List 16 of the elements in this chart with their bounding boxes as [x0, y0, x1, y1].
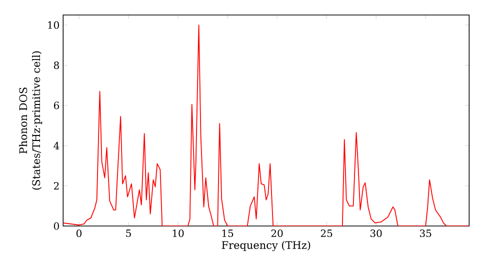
y-tick-label: 8 — [54, 61, 59, 70]
x-tick-label: 0 — [76, 230, 82, 238]
x-tick-label: 10 — [172, 230, 184, 238]
x-tick-label: 25 — [320, 230, 332, 238]
y-tick-label: 2 — [54, 182, 59, 190]
y-axis-title: Phonon DOS (States/THz·primitive cell) — [19, 51, 42, 190]
x-axis-title: Frequency (THz) — [222, 240, 310, 252]
x-tick-label: 35 — [420, 230, 432, 238]
x-tick-label: 5 — [126, 230, 131, 237]
x-tick-label: 30 — [370, 230, 382, 238]
x-tick-label: 20 — [271, 230, 283, 238]
x-tick-label: 15 — [222, 230, 234, 238]
y-tick-label: 0 — [54, 222, 59, 230]
y-tick-label: 6 — [54, 102, 60, 110]
y-tick-label: 10 — [48, 21, 59, 29]
y-tick-label: 4 — [54, 142, 60, 150]
